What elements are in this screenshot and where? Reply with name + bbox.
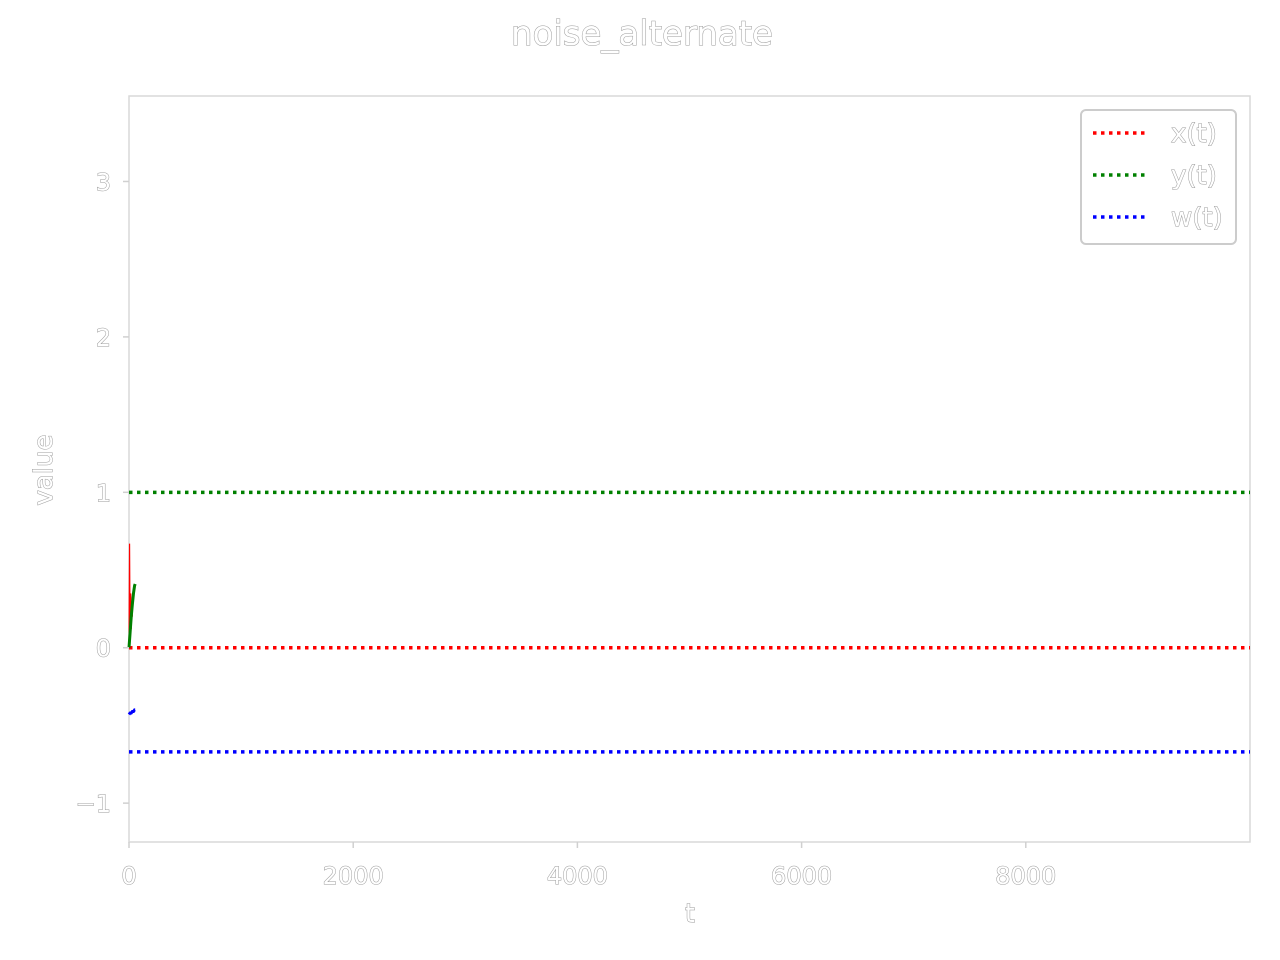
x-axis-label: t <box>685 899 695 929</box>
x-tick-label: 2000 <box>323 862 384 890</box>
reference-lines <box>129 490 1250 754</box>
series-line-yt <box>127 583 137 648</box>
x-tick-label: 4000 <box>547 862 608 890</box>
x-tick-label: 6000 <box>771 862 832 890</box>
y-tick-label: 3 <box>96 168 111 196</box>
y-tick-label: 1 <box>96 479 111 507</box>
legend-label: y(t) <box>1171 161 1217 191</box>
y-tick-label: 2 <box>96 324 111 352</box>
y-tick-label: 0 <box>96 635 111 663</box>
y-axis-label: value <box>29 434 59 505</box>
x-tick-label: 8000 <box>995 862 1056 890</box>
chart-title: noise_alternate <box>511 14 773 54</box>
legend-box <box>1080 109 1237 245</box>
x-tick-label: 0 <box>121 862 136 890</box>
legend: x(t) y(t) w(t) <box>1080 109 1237 245</box>
legend-label: w(t) <box>1171 203 1223 233</box>
series-layer <box>127 543 137 716</box>
legend-label: x(t) <box>1171 119 1217 149</box>
y-tick-label: −1 <box>76 790 111 818</box>
axis-ticks: 0 2000 4000 6000 8000 −1 0 1 2 3 <box>75 168 1057 891</box>
plot-frame <box>128 95 1251 843</box>
series-line-wt <box>127 708 136 716</box>
